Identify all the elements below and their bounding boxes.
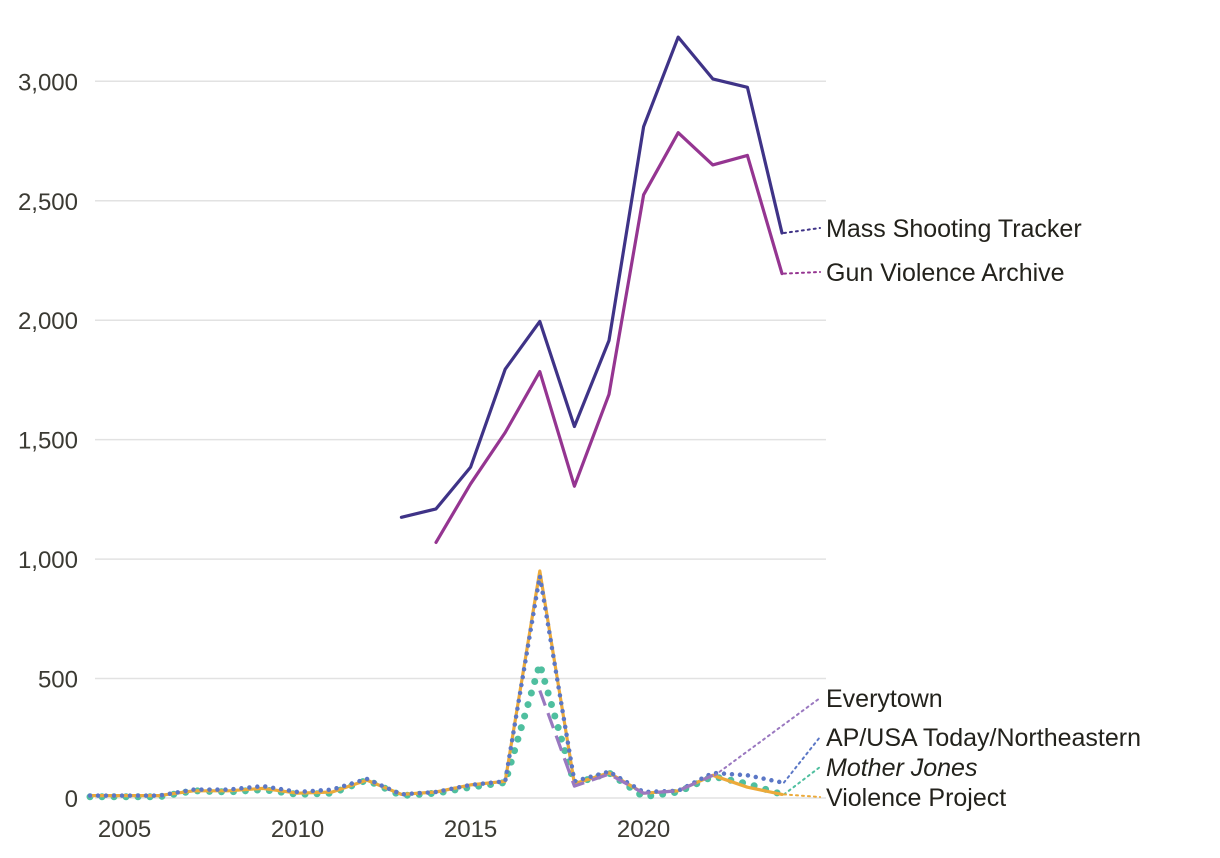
series-lines — [86, 35, 786, 801]
x-tick-label: 2005 — [98, 816, 151, 843]
connector-mass-shooting-tracker — [783, 227, 821, 235]
connector-everytown — [713, 697, 821, 777]
connector-gun-violence-archive — [783, 271, 821, 275]
gridlines — [95, 80, 826, 799]
series-label-mother-jones: Mother Jones — [826, 754, 977, 782]
series-line-everytown — [538, 689, 714, 795]
y-axis: 0 500 1,000 1,500 2,000 2,500 3,000 — [18, 69, 78, 813]
series-label-violence-project: Violence Project — [826, 784, 1006, 812]
series-line-mother-jones — [86, 660, 786, 801]
series-label-ap-usa-today-northeastern: AP/USA Today/Northeastern — [826, 724, 1141, 752]
connector-mother-jones — [783, 766, 821, 796]
x-tick-label: 2015 — [444, 816, 497, 843]
y-tick-label: 1,500 — [18, 428, 78, 455]
series-line-mass-shooting-tracker — [399, 35, 784, 519]
connector-ap-usa-today-northeastern — [783, 736, 821, 784]
label-connectors — [713, 227, 821, 798]
series-labels: Mass Shooting Tracker Gun Violence Archiv… — [826, 215, 1141, 812]
series-label-everytown: Everytown — [826, 685, 943, 713]
y-tick-label: 500 — [38, 667, 78, 694]
x-tick-label: 2010 — [271, 816, 324, 843]
y-tick-label: 2,000 — [18, 308, 78, 335]
x-tick-label: 2020 — [617, 816, 670, 843]
series-line-ap-usa-today-northeastern — [87, 573, 785, 798]
y-tick-label: 2,500 — [18, 189, 78, 216]
y-tick-label: 1,000 — [18, 547, 78, 574]
y-tick-label: 3,000 — [18, 69, 78, 96]
x-axis: 2005 2010 2015 2020 — [98, 816, 670, 843]
y-tick-label: 0 — [65, 786, 78, 813]
series-label-mass-shooting-tracker: Mass Shooting Tracker — [826, 215, 1082, 243]
connector-violence-project — [783, 793, 821, 798]
series-line-gun-violence-archive — [434, 131, 784, 545]
series-label-gun-violence-archive: Gun Violence Archive — [826, 259, 1065, 287]
series-line-violence-project — [88, 569, 784, 798]
